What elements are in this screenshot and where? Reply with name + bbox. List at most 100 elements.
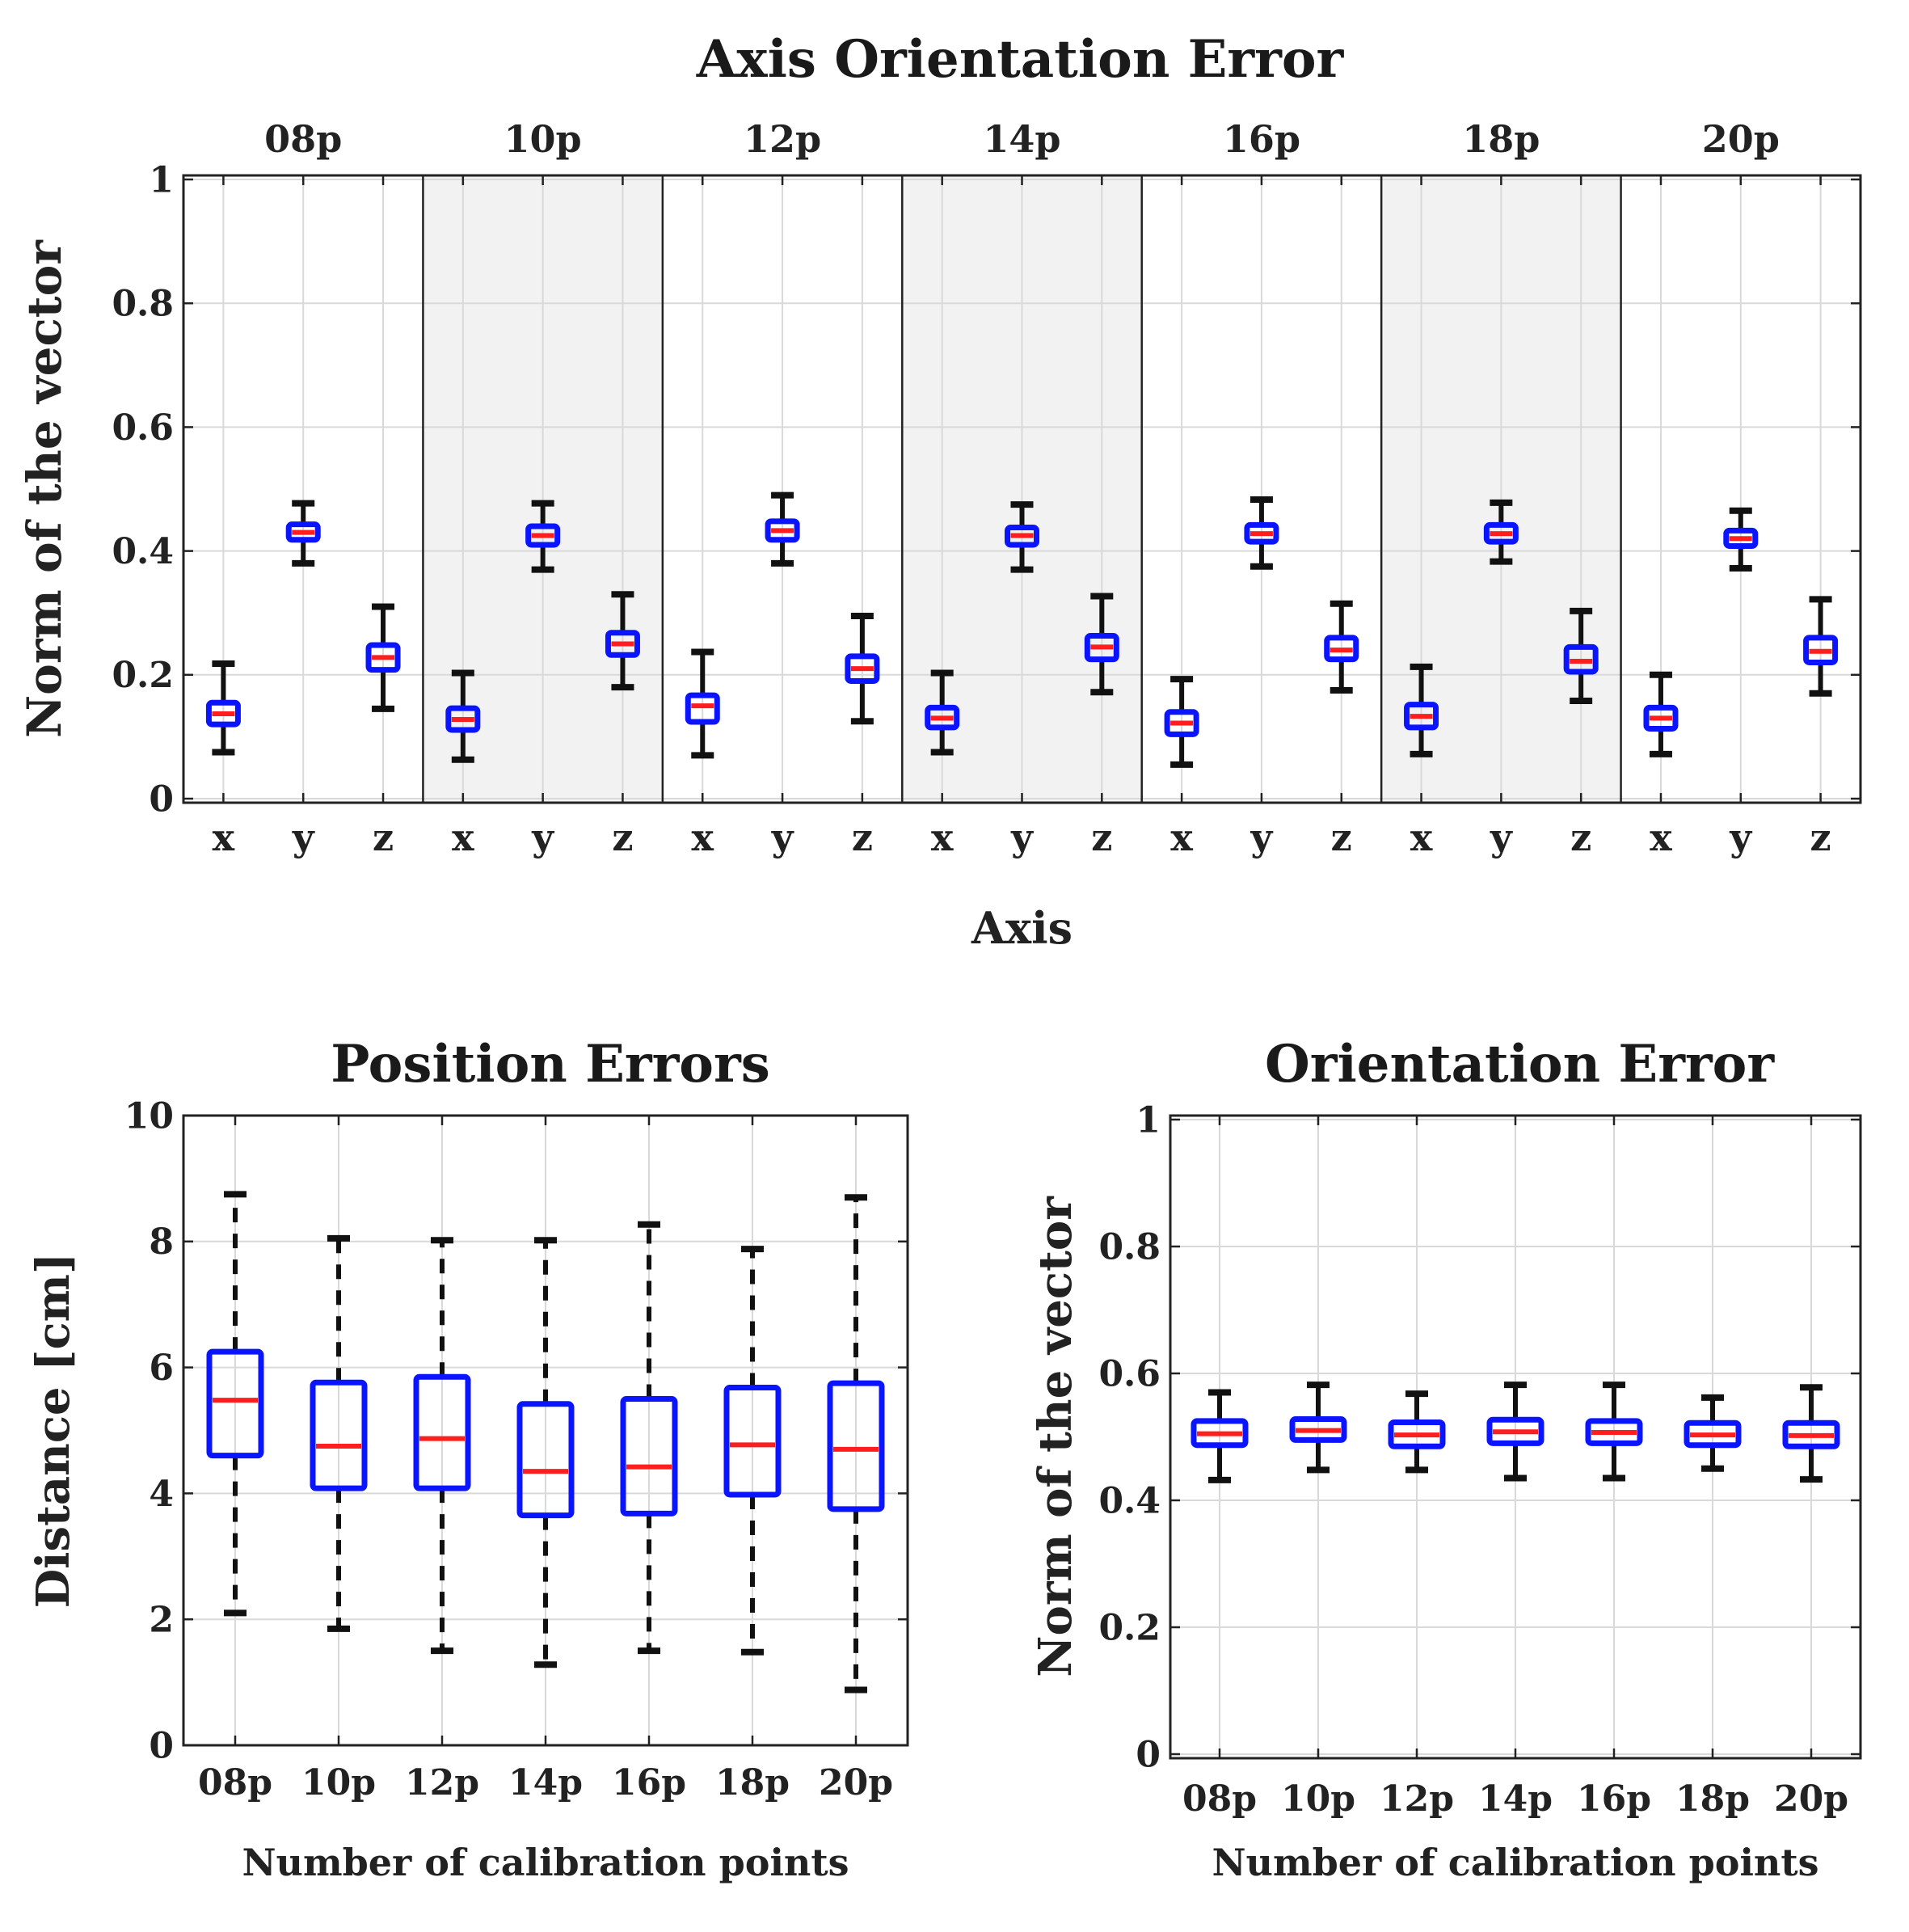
boxplot-item <box>1782 1384 1840 1483</box>
x-axis-label: Number of calibration points <box>242 1841 849 1884</box>
x-tick-label: 20p <box>1774 1778 1848 1820</box>
boxplot-item <box>1164 676 1199 768</box>
boxplot-item <box>516 1237 575 1668</box>
x-tick-label: x <box>213 816 235 859</box>
boxplot-item <box>765 491 800 567</box>
box <box>206 1348 264 1459</box>
box <box>1723 527 1759 549</box>
position-errors-chart: 0 2 4 6 8 10 08p 10p 12p 14p 16p 18p 20p Position Err… <box>27 1034 909 1884</box>
y-tick-label: 0.4 <box>1098 1480 1161 1521</box>
x-tick-label: y <box>1250 816 1274 859</box>
x-tick-label: 14p <box>1478 1778 1553 1820</box>
box <box>1404 702 1439 731</box>
box <box>285 521 321 543</box>
y-axis-label: Norm of the vector <box>17 239 72 738</box>
boxplot-item <box>1684 1394 1742 1472</box>
box <box>605 630 640 658</box>
boxplot-item <box>1585 1382 1643 1482</box>
box <box>1585 1418 1643 1446</box>
y-tick-label: 8 <box>149 1221 174 1263</box>
box <box>845 653 880 684</box>
boxplot-item <box>310 1234 368 1632</box>
y-tick-label: 0 <box>149 778 174 820</box>
boxplot-item <box>1244 496 1279 570</box>
chart-title: Orientation Error <box>1265 1034 1775 1095</box>
box <box>1289 1416 1347 1443</box>
x-tick-label: y <box>771 816 794 859</box>
box <box>516 1401 575 1519</box>
boxplot-item <box>1084 593 1119 696</box>
box <box>1563 643 1599 675</box>
group-label: 12p <box>744 117 821 161</box>
y-tick-label: 0.2 <box>1098 1607 1161 1648</box>
box <box>205 699 241 728</box>
axes-frame <box>182 174 1862 804</box>
group-label: 10p <box>504 117 582 161</box>
boxplot-item <box>605 591 640 691</box>
x-tick-label: 10p <box>301 1762 376 1803</box>
x-tick-label: y <box>1490 816 1513 859</box>
boxplot-item <box>1643 671 1679 757</box>
y-tick-label: 0 <box>1136 1734 1161 1775</box>
box <box>685 692 720 725</box>
boxplot-item <box>925 669 960 756</box>
group-label: 14p <box>983 117 1060 161</box>
box <box>723 1385 782 1498</box>
boxplot-item <box>1190 1389 1249 1483</box>
boxplot-item <box>285 500 321 567</box>
x-tick-label: 16p <box>612 1762 686 1803</box>
x-tick-label: 14p <box>508 1762 583 1803</box>
boxplot-item <box>1563 607 1599 704</box>
boxplot-item <box>445 669 481 763</box>
y-tick-label: 2 <box>149 1600 174 1641</box>
x-tick-label: z <box>1570 816 1591 859</box>
y-tick-label: 0.6 <box>1098 1353 1161 1394</box>
x-tick-label: 16p <box>1577 1778 1651 1820</box>
boxplot-item <box>685 648 720 759</box>
box <box>620 1396 678 1516</box>
box <box>365 642 401 673</box>
axes-frame <box>182 1114 909 1747</box>
axis-orientation-error-chart: 0 0.2 0.4 0.6 0.8 1 x y z 08p x y z 10p x y z 12p x y z 14p x y… <box>17 29 1862 954</box>
box <box>925 704 960 731</box>
x-tick-label: 12p <box>1380 1778 1454 1820</box>
x-axis-label: Axis <box>971 902 1072 954</box>
x-tick-label: 08p <box>1182 1778 1257 1820</box>
boxplot-item <box>206 1191 264 1617</box>
boxplot-item <box>620 1221 678 1655</box>
y-tick-label: 0.2 <box>112 655 174 696</box>
x-tick-label: 12p <box>405 1762 479 1803</box>
y-tick-label: 0.4 <box>112 531 174 572</box>
box <box>1005 524 1039 548</box>
box <box>1388 1419 1446 1449</box>
x-tick-label: z <box>1091 816 1112 859</box>
x-tick-label: z <box>1810 816 1831 859</box>
x-tick-label: z <box>1331 816 1352 859</box>
box <box>1684 1419 1742 1449</box>
box <box>827 1380 885 1512</box>
x-tick-label: z <box>612 816 633 859</box>
boxplot-item <box>1486 1382 1544 1482</box>
x-tick-label: x <box>692 816 714 859</box>
x-tick-label: y <box>1010 816 1034 859</box>
box <box>1483 521 1519 545</box>
x-tick-label: y <box>531 816 554 859</box>
boxplot-item <box>845 613 880 725</box>
x-tick-label: y <box>1729 816 1752 859</box>
x-tick-label: z <box>852 816 873 859</box>
boxplot-item <box>413 1237 471 1655</box>
y-axis-label: Norm of the vector <box>1029 1196 1082 1677</box>
boxplot-item <box>365 603 401 712</box>
box <box>445 705 481 733</box>
box <box>1244 521 1279 545</box>
box <box>310 1379 368 1491</box>
y-tick-label: 4 <box>149 1474 174 1515</box>
box <box>1164 709 1199 737</box>
boxplot-item <box>1005 501 1039 573</box>
x-axis-label: Number of calibration points <box>1212 1841 1818 1884</box>
x-tick-label: 18p <box>1675 1778 1750 1820</box>
axes-frame <box>1169 1114 1862 1760</box>
box <box>525 523 561 548</box>
boxplot-item <box>525 500 561 573</box>
